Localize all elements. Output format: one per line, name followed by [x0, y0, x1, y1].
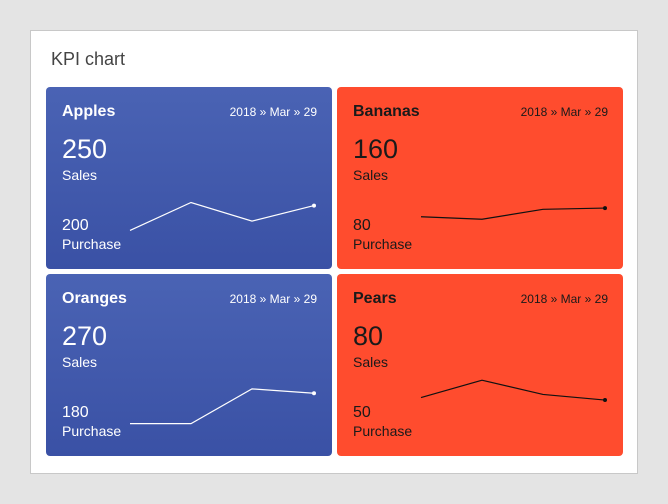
- tile-sales-value: 80: [353, 321, 384, 351]
- tile-purchase-value: 50: [353, 404, 371, 421]
- sparkline-end-point: [312, 203, 316, 208]
- tile-purchase-value: 80: [353, 217, 371, 234]
- sparkline-line: [420, 207, 606, 220]
- tile-name: Bananas: [353, 103, 420, 120]
- tile-name: Oranges: [62, 290, 127, 307]
- kpi-tile-apples[interactable]: Apples 2018 » Mar » 29 250 Sales 200 Pur…: [46, 87, 332, 269]
- sparkline-apples: [129, 201, 316, 231]
- kpi-tile-pears[interactable]: Pears 2018 » Mar » 29 80 Sales 50 Purcha…: [337, 274, 623, 456]
- tile-date: 2018 » Mar » 29: [520, 292, 608, 306]
- sparkline-line: [130, 388, 315, 425]
- sparkline-line: [129, 201, 315, 231]
- tile-purchase-label: Purchase: [62, 236, 122, 252]
- tile-purchase-label: Purchase: [353, 236, 413, 252]
- tile-sales-label: Sales: [353, 354, 389, 370]
- tile-sales-label: Sales: [62, 167, 98, 183]
- sparkline-pears: [420, 379, 607, 403]
- panel-title: KPI chart: [51, 49, 126, 69]
- sparkline-bananas: [420, 206, 607, 220]
- tile-name: Apples: [62, 103, 116, 120]
- tile-purchase-label: Purchase: [62, 423, 122, 439]
- tile-date: 2018 » Mar » 29: [520, 105, 608, 119]
- tile-date: 2018 » Mar » 29: [229, 292, 317, 306]
- kpi-chart-panel: KPI chart Apples 2018 » Mar » 29 250 Sal…: [30, 30, 638, 474]
- sparkline-end-point: [603, 398, 607, 403]
- tile-sales-value: 160: [353, 134, 399, 164]
- tile-purchase-value: 200: [62, 217, 89, 234]
- tile-purchase-value: 180: [62, 404, 89, 421]
- tile-sales-value: 250: [62, 134, 108, 164]
- sparkline-end-point: [603, 206, 607, 211]
- sparkline-line: [420, 379, 606, 401]
- sparkline-oranges: [130, 388, 316, 425]
- tile-name: Pears: [353, 290, 397, 307]
- kpi-tile-oranges[interactable]: Oranges 2018 » Mar » 29 270 Sales 180 Pu…: [46, 274, 332, 456]
- tile-purchase-label: Purchase: [353, 423, 413, 439]
- tile-sales-label: Sales: [62, 354, 98, 370]
- tile-sales-value: 270: [62, 321, 108, 351]
- tile-date: 2018 » Mar » 29: [229, 105, 317, 119]
- tile-sales-label: Sales: [353, 167, 389, 183]
- kpi-tile-bananas[interactable]: Bananas 2018 » Mar » 29 160 Sales 80 Pur…: [337, 87, 623, 269]
- sparkline-end-point: [312, 391, 316, 396]
